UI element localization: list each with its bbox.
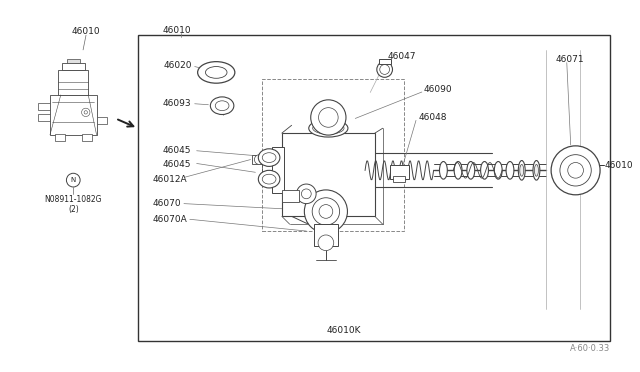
Circle shape (82, 108, 90, 116)
Bar (82, 134, 92, 141)
Circle shape (67, 173, 80, 187)
Bar (282, 133, 375, 217)
Bar (262, 79, 404, 231)
Circle shape (318, 235, 333, 251)
Circle shape (296, 184, 316, 203)
Text: A·60·0.33: A·60·0.33 (570, 344, 610, 353)
Circle shape (255, 155, 264, 164)
Text: (2): (2) (68, 205, 79, 214)
Text: 46093: 46093 (163, 99, 191, 108)
Bar (38, 103, 50, 110)
Text: 46048: 46048 (419, 113, 447, 122)
Ellipse shape (533, 161, 540, 180)
Circle shape (312, 198, 340, 225)
Text: 46090: 46090 (424, 84, 452, 94)
Bar (379, 59, 390, 64)
Circle shape (377, 62, 392, 77)
Ellipse shape (198, 62, 235, 83)
Bar (55, 134, 65, 141)
Bar (61, 63, 85, 70)
Text: 46045: 46045 (163, 160, 191, 169)
Circle shape (319, 108, 338, 127)
Ellipse shape (211, 97, 234, 115)
Ellipse shape (494, 161, 502, 179)
Text: 46020: 46020 (163, 61, 192, 70)
Text: N: N (70, 177, 76, 183)
Ellipse shape (215, 101, 229, 110)
Ellipse shape (454, 161, 462, 179)
Bar (138, 35, 610, 341)
Bar (38, 114, 50, 121)
Circle shape (560, 155, 591, 186)
Ellipse shape (481, 161, 488, 179)
Bar (97, 117, 107, 124)
Circle shape (380, 65, 390, 74)
Text: 46010: 46010 (163, 26, 191, 35)
Text: 46012A: 46012A (152, 174, 188, 184)
Bar (394, 176, 405, 182)
Bar (390, 166, 409, 179)
Ellipse shape (313, 122, 344, 134)
Ellipse shape (262, 153, 276, 163)
Text: 46010K: 46010K (326, 326, 361, 336)
Ellipse shape (308, 119, 348, 137)
Bar (58, 70, 88, 95)
Ellipse shape (520, 164, 524, 176)
Text: N08911-1082G: N08911-1082G (45, 195, 102, 204)
Text: 46070: 46070 (152, 199, 181, 208)
Ellipse shape (440, 161, 447, 179)
Bar (282, 190, 300, 202)
Ellipse shape (259, 149, 280, 166)
Bar (67, 59, 80, 63)
Text: 46047: 46047 (388, 52, 416, 61)
Ellipse shape (534, 164, 538, 176)
Circle shape (568, 163, 584, 178)
Bar (272, 147, 284, 193)
Circle shape (305, 190, 348, 233)
Bar (50, 95, 97, 135)
Ellipse shape (262, 174, 276, 184)
Ellipse shape (518, 161, 525, 180)
Circle shape (551, 146, 600, 195)
Circle shape (84, 111, 88, 114)
Circle shape (319, 205, 333, 218)
Ellipse shape (259, 170, 280, 188)
Circle shape (311, 100, 346, 135)
Ellipse shape (467, 161, 475, 179)
Circle shape (212, 68, 220, 76)
Text: 46070A: 46070A (152, 215, 188, 224)
Text: 46010: 46010 (72, 27, 100, 36)
Text: 46045: 46045 (163, 146, 191, 155)
Circle shape (301, 189, 311, 199)
Text: 46071: 46071 (556, 55, 584, 64)
Ellipse shape (506, 161, 514, 179)
Bar (314, 224, 338, 246)
Text: 46010: 46010 (605, 161, 634, 170)
Bar (252, 155, 266, 164)
Ellipse shape (205, 67, 227, 78)
